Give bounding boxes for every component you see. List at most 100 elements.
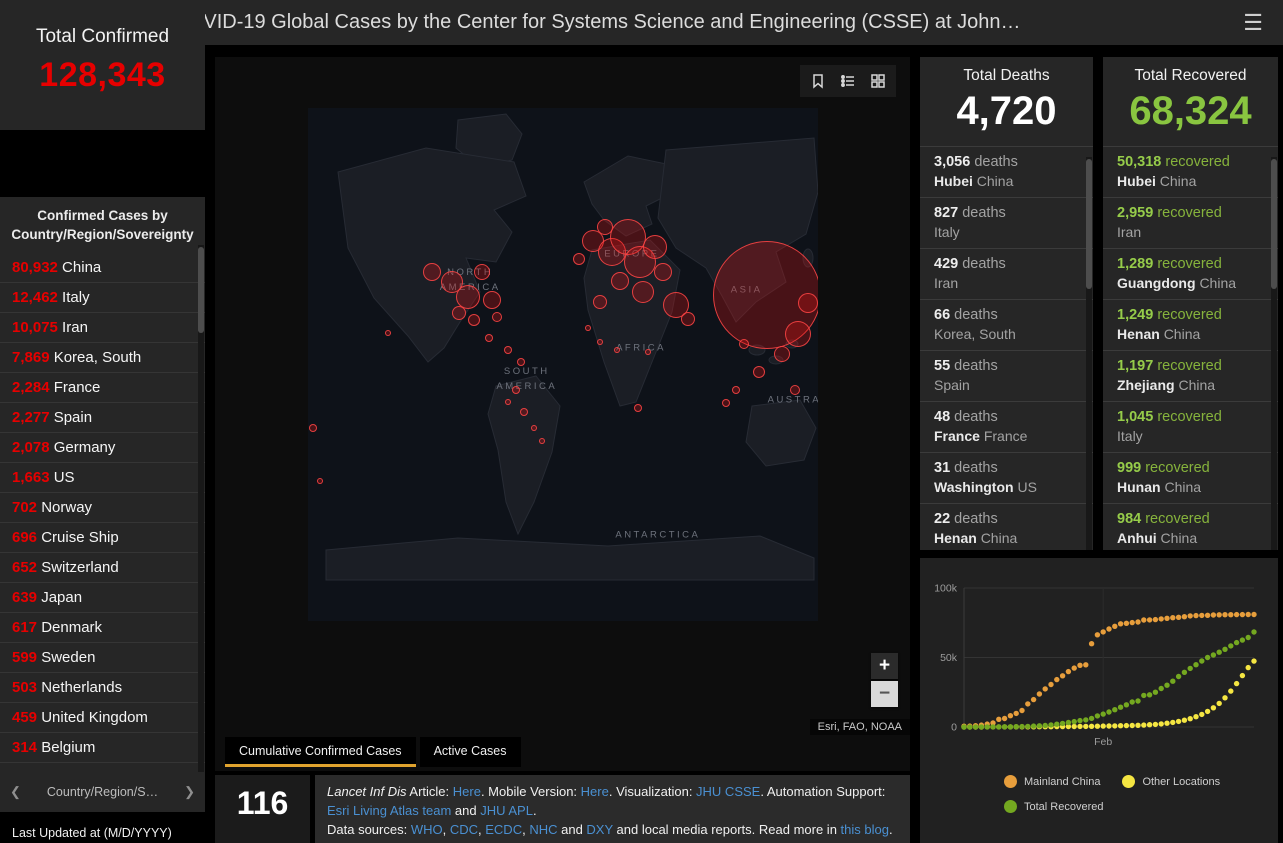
legend-list-icon[interactable]: [836, 69, 860, 93]
tab-active-cases[interactable]: Active Cases: [419, 737, 521, 767]
confirmed-country-row[interactable]: 314 Belgium: [0, 733, 205, 763]
case-bubble[interactable]: [611, 272, 630, 291]
case-bubble[interactable]: [309, 423, 318, 432]
case-bubble[interactable]: [680, 312, 695, 327]
death-row[interactable]: 22 deaths Henan China: [920, 503, 1093, 550]
case-bubble[interactable]: [597, 338, 604, 345]
case-bubble[interactable]: [512, 386, 521, 395]
country-list-scrollbar-thumb[interactable]: [198, 247, 204, 333]
death-row[interactable]: 48 deaths France France: [920, 401, 1093, 452]
case-bubble[interactable]: [483, 290, 502, 309]
bookmark-icon[interactable]: [806, 69, 830, 93]
confirmed-country-row[interactable]: 80,932 China: [0, 253, 205, 283]
case-bubble[interactable]: [520, 408, 529, 417]
case-bubble[interactable]: [584, 325, 591, 332]
info-link[interactable]: Here: [580, 784, 609, 799]
confirmed-country-row[interactable]: 7,869 Korea, South: [0, 343, 205, 373]
case-bubble[interactable]: [774, 346, 791, 363]
case-bubble[interactable]: [797, 292, 818, 313]
zoom-in-button[interactable]: +: [871, 653, 898, 679]
zoom-out-button[interactable]: −: [871, 681, 898, 707]
legend-item[interactable]: Mainland China: [1004, 775, 1100, 788]
info-link[interactable]: CDC: [449, 821, 479, 837]
case-bubble[interactable]: [790, 385, 801, 396]
case-bubble[interactable]: [451, 306, 466, 321]
case-bubble[interactable]: [539, 438, 546, 445]
case-bubble[interactable]: [485, 333, 494, 342]
info-link[interactable]: JHU CSSE: [696, 784, 761, 799]
recovered-scrollbar[interactable]: [1271, 157, 1277, 550]
case-bubble[interactable]: [467, 313, 480, 326]
recovered-row[interactable]: 50,318 recovered Hubei China: [1103, 146, 1278, 197]
case-bubble[interactable]: [642, 234, 667, 259]
case-bubble[interactable]: [385, 330, 392, 337]
case-bubble[interactable]: [530, 425, 537, 432]
recovered-row[interactable]: 1,045 recovered Italy: [1103, 401, 1278, 452]
confirmed-country-row[interactable]: 639 Japan: [0, 583, 205, 613]
death-row[interactable]: 55 deaths Spain: [920, 350, 1093, 401]
case-bubble[interactable]: [722, 398, 731, 407]
info-link[interactable]: NHC: [529, 821, 558, 837]
deaths-scrollbar-thumb[interactable]: [1086, 159, 1092, 289]
case-bubble[interactable]: [739, 338, 750, 349]
death-row[interactable]: 827 deaths Italy: [920, 197, 1093, 248]
tab-cumulative-confirmed-cases[interactable]: Cumulative Confirmed Cases: [225, 737, 416, 767]
case-bubble[interactable]: [596, 219, 613, 236]
recovered-row[interactable]: 1,197 recovered Zhejiang China: [1103, 350, 1278, 401]
info-link[interactable]: Esri Living Atlas team: [327, 802, 452, 818]
legend-item[interactable]: Other Locations: [1122, 775, 1220, 788]
confirmed-country-row[interactable]: 2,078 Germany: [0, 433, 205, 463]
recovered-row[interactable]: 999 recovered Hunan China: [1103, 452, 1278, 503]
death-row[interactable]: 66 deaths Korea, South: [920, 299, 1093, 350]
case-bubble[interactable]: [504, 398, 511, 405]
info-link[interactable]: Here: [452, 784, 481, 799]
case-bubble[interactable]: [614, 347, 621, 354]
case-bubble[interactable]: [492, 312, 503, 323]
case-bubble[interactable]: [573, 253, 586, 266]
confirmed-country-row[interactable]: 2,277 Spain: [0, 403, 205, 433]
case-bubble[interactable]: [593, 294, 608, 309]
confirmed-country-row[interactable]: 702 Norway: [0, 493, 205, 523]
confirmed-country-row[interactable]: 2,284 France: [0, 373, 205, 403]
case-bubble[interactable]: [653, 263, 672, 282]
death-row[interactable]: 31 deaths Washington US: [920, 452, 1093, 503]
recovered-scrollbar-thumb[interactable]: [1271, 159, 1277, 289]
basemap-grid-icon[interactable]: [866, 69, 890, 93]
case-bubble[interactable]: [633, 404, 642, 413]
case-bubble[interactable]: [473, 264, 490, 281]
confirmed-country-row[interactable]: 459 United Kingdom: [0, 703, 205, 733]
case-bubble[interactable]: [517, 357, 526, 366]
case-bubble[interactable]: [663, 291, 690, 318]
country-list-scrollbar[interactable]: [198, 245, 204, 772]
case-bubble[interactable]: [317, 477, 324, 484]
recovered-row[interactable]: 984 recovered Anhui China: [1103, 503, 1278, 550]
info-link[interactable]: ECDC: [485, 821, 523, 837]
confirmed-country-row[interactable]: 652 Switzerland: [0, 553, 205, 583]
case-bubble[interactable]: [503, 346, 512, 355]
death-row[interactable]: 3,056 deaths Hubei China: [920, 146, 1093, 197]
case-bubble[interactable]: [645, 349, 652, 356]
info-link[interactable]: this blog: [840, 821, 889, 837]
confirmed-country-row[interactable]: 696 Cruise Ship: [0, 523, 205, 553]
info-link[interactable]: JHU APL: [480, 802, 533, 818]
pager-prev-icon[interactable]: ❮: [10, 784, 21, 799]
confirmed-country-row[interactable]: 1,663 US: [0, 463, 205, 493]
info-link[interactable]: WHO: [410, 821, 443, 837]
case-bubble[interactable]: [456, 284, 481, 309]
confirmed-country-row[interactable]: 10,075 Iran: [0, 313, 205, 343]
case-bubble[interactable]: [422, 263, 441, 282]
case-bubble[interactable]: [784, 320, 811, 347]
recovered-row[interactable]: 1,289 recovered Guangdong China: [1103, 248, 1278, 299]
recovered-row[interactable]: 2,959 recovered Iran: [1103, 197, 1278, 248]
case-bubble[interactable]: [753, 366, 766, 379]
legend-item[interactable]: Total Recovered: [1004, 800, 1104, 813]
pager-next-icon[interactable]: ❯: [184, 784, 195, 799]
case-bubble[interactable]: [632, 280, 655, 303]
menu-icon[interactable]: ☰: [1243, 9, 1263, 35]
death-row[interactable]: 429 deaths Iran: [920, 248, 1093, 299]
confirmed-country-row[interactable]: 599 Sweden: [0, 643, 205, 673]
confirmed-country-row[interactable]: 617 Denmark: [0, 613, 205, 643]
confirmed-country-row[interactable]: 503 Netherlands: [0, 673, 205, 703]
info-link[interactable]: DXY: [586, 821, 613, 837]
recovered-row[interactable]: 1,249 recovered Henan China: [1103, 299, 1278, 350]
